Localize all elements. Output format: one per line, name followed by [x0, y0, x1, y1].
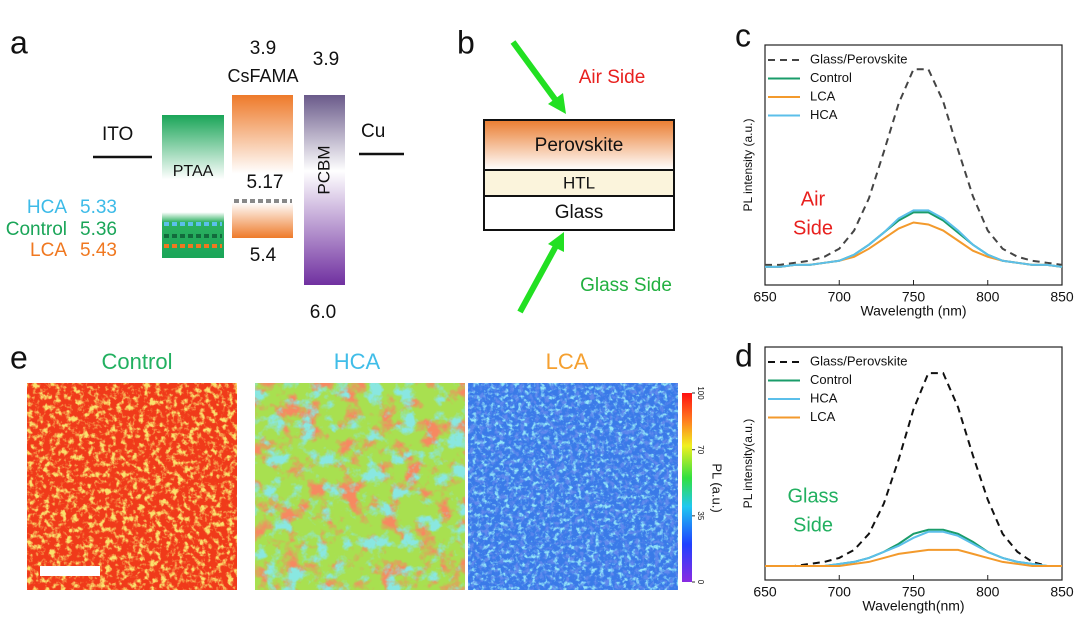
annotation: Side [793, 217, 833, 239]
colorbar [682, 393, 692, 582]
pl-map-texture [27, 383, 237, 590]
x-tick-label: 850 [1050, 289, 1074, 305]
x-axis-label: Wavelength (nm) [860, 303, 966, 319]
colorbar-label: PL (a.u.) [710, 463, 725, 512]
htl-value: 5.36 [80, 219, 117, 240]
map-title: HCA [334, 349, 381, 374]
layer-label: Perovskite [535, 135, 624, 156]
map-title: LCA [546, 349, 589, 374]
level-value: 6.0 [310, 302, 336, 323]
panel-label: b [457, 24, 475, 60]
level-value: 5.17 [247, 172, 284, 193]
legend-label: Glass/Perovskite [810, 353, 908, 368]
htl-name: Control [6, 219, 67, 240]
y-axis-label: PL intensity (a.u.) [741, 119, 755, 212]
panel-label: d [735, 337, 753, 373]
panel-a: a ITO Cu PTAA 3.9 CsFAMA 5.17 5.4 PCBM 3… [6, 24, 404, 323]
legend-label: Control [810, 70, 852, 85]
htl-value: 5.43 [80, 240, 117, 261]
colorbar-tick-label: 35 [696, 511, 705, 520]
csfama-box [232, 95, 293, 238]
pl-map-texture [468, 383, 678, 590]
panel-label: a [10, 24, 28, 60]
legend-label: LCA [810, 88, 836, 103]
x-tick-label: 700 [828, 289, 852, 305]
series-line [765, 532, 1062, 566]
panel-label: e [10, 339, 28, 375]
x-tick-label: 850 [1050, 584, 1074, 600]
x-tick-label: 700 [828, 584, 852, 600]
electrode-label: Cu [361, 121, 385, 142]
legend-label: HCA [810, 390, 838, 405]
annotation: Side [793, 514, 833, 536]
layer-label: PCBM [314, 145, 333, 194]
x-axis-label: Wavelength(nm) [862, 598, 964, 614]
panel-label: c [735, 17, 751, 53]
y-axis-label: PL intensity(a.u.) [741, 419, 755, 509]
layer-label: HTL [563, 173, 595, 192]
layer-label: PTAA [173, 163, 214, 180]
arrow [520, 246, 556, 312]
colorbar-tick-label: 100 [696, 386, 705, 400]
panel-e: e Control HCA LCA PL (a.u.) [10, 339, 725, 590]
level-value: 3.9 [250, 38, 276, 59]
x-tick-label: 650 [753, 584, 777, 600]
annotation: Air [801, 188, 826, 210]
arrow [513, 42, 557, 102]
layer-label: Glass [555, 202, 604, 223]
panel-b: b Air Side Perovskite HTL Glass Glass Si… [457, 24, 674, 312]
pl-map-texture [255, 383, 465, 590]
colorbar-tick-label: 0 [696, 580, 705, 585]
colorbar-tick-label: 70 [696, 445, 705, 454]
legend-label: Control [810, 372, 852, 387]
level-value: 5.4 [250, 245, 277, 266]
layer-label: CsFAMA [227, 66, 298, 86]
side-label: Glass Side [580, 275, 672, 296]
htl-name: LCA [30, 240, 67, 261]
x-tick-label: 650 [753, 289, 777, 305]
legend-label: LCA [810, 409, 836, 424]
map-title: Control [102, 349, 173, 374]
scale-bar [40, 566, 100, 576]
electrode-label: ITO [102, 124, 133, 145]
htl-value: 5.33 [80, 197, 117, 218]
figure: a ITO Cu PTAA 3.9 CsFAMA 5.17 5.4 PCBM 3… [0, 0, 1074, 621]
x-tick-label: 800 [976, 584, 1000, 600]
annotation: Glass [787, 485, 838, 507]
legend-label: HCA [810, 107, 838, 122]
level-value: 3.9 [313, 49, 339, 70]
legend-label: Glass/Perovskite [810, 51, 908, 66]
side-label: Air Side [579, 67, 646, 88]
htl-name: HCA [27, 197, 67, 218]
x-tick-label: 800 [976, 289, 1000, 305]
